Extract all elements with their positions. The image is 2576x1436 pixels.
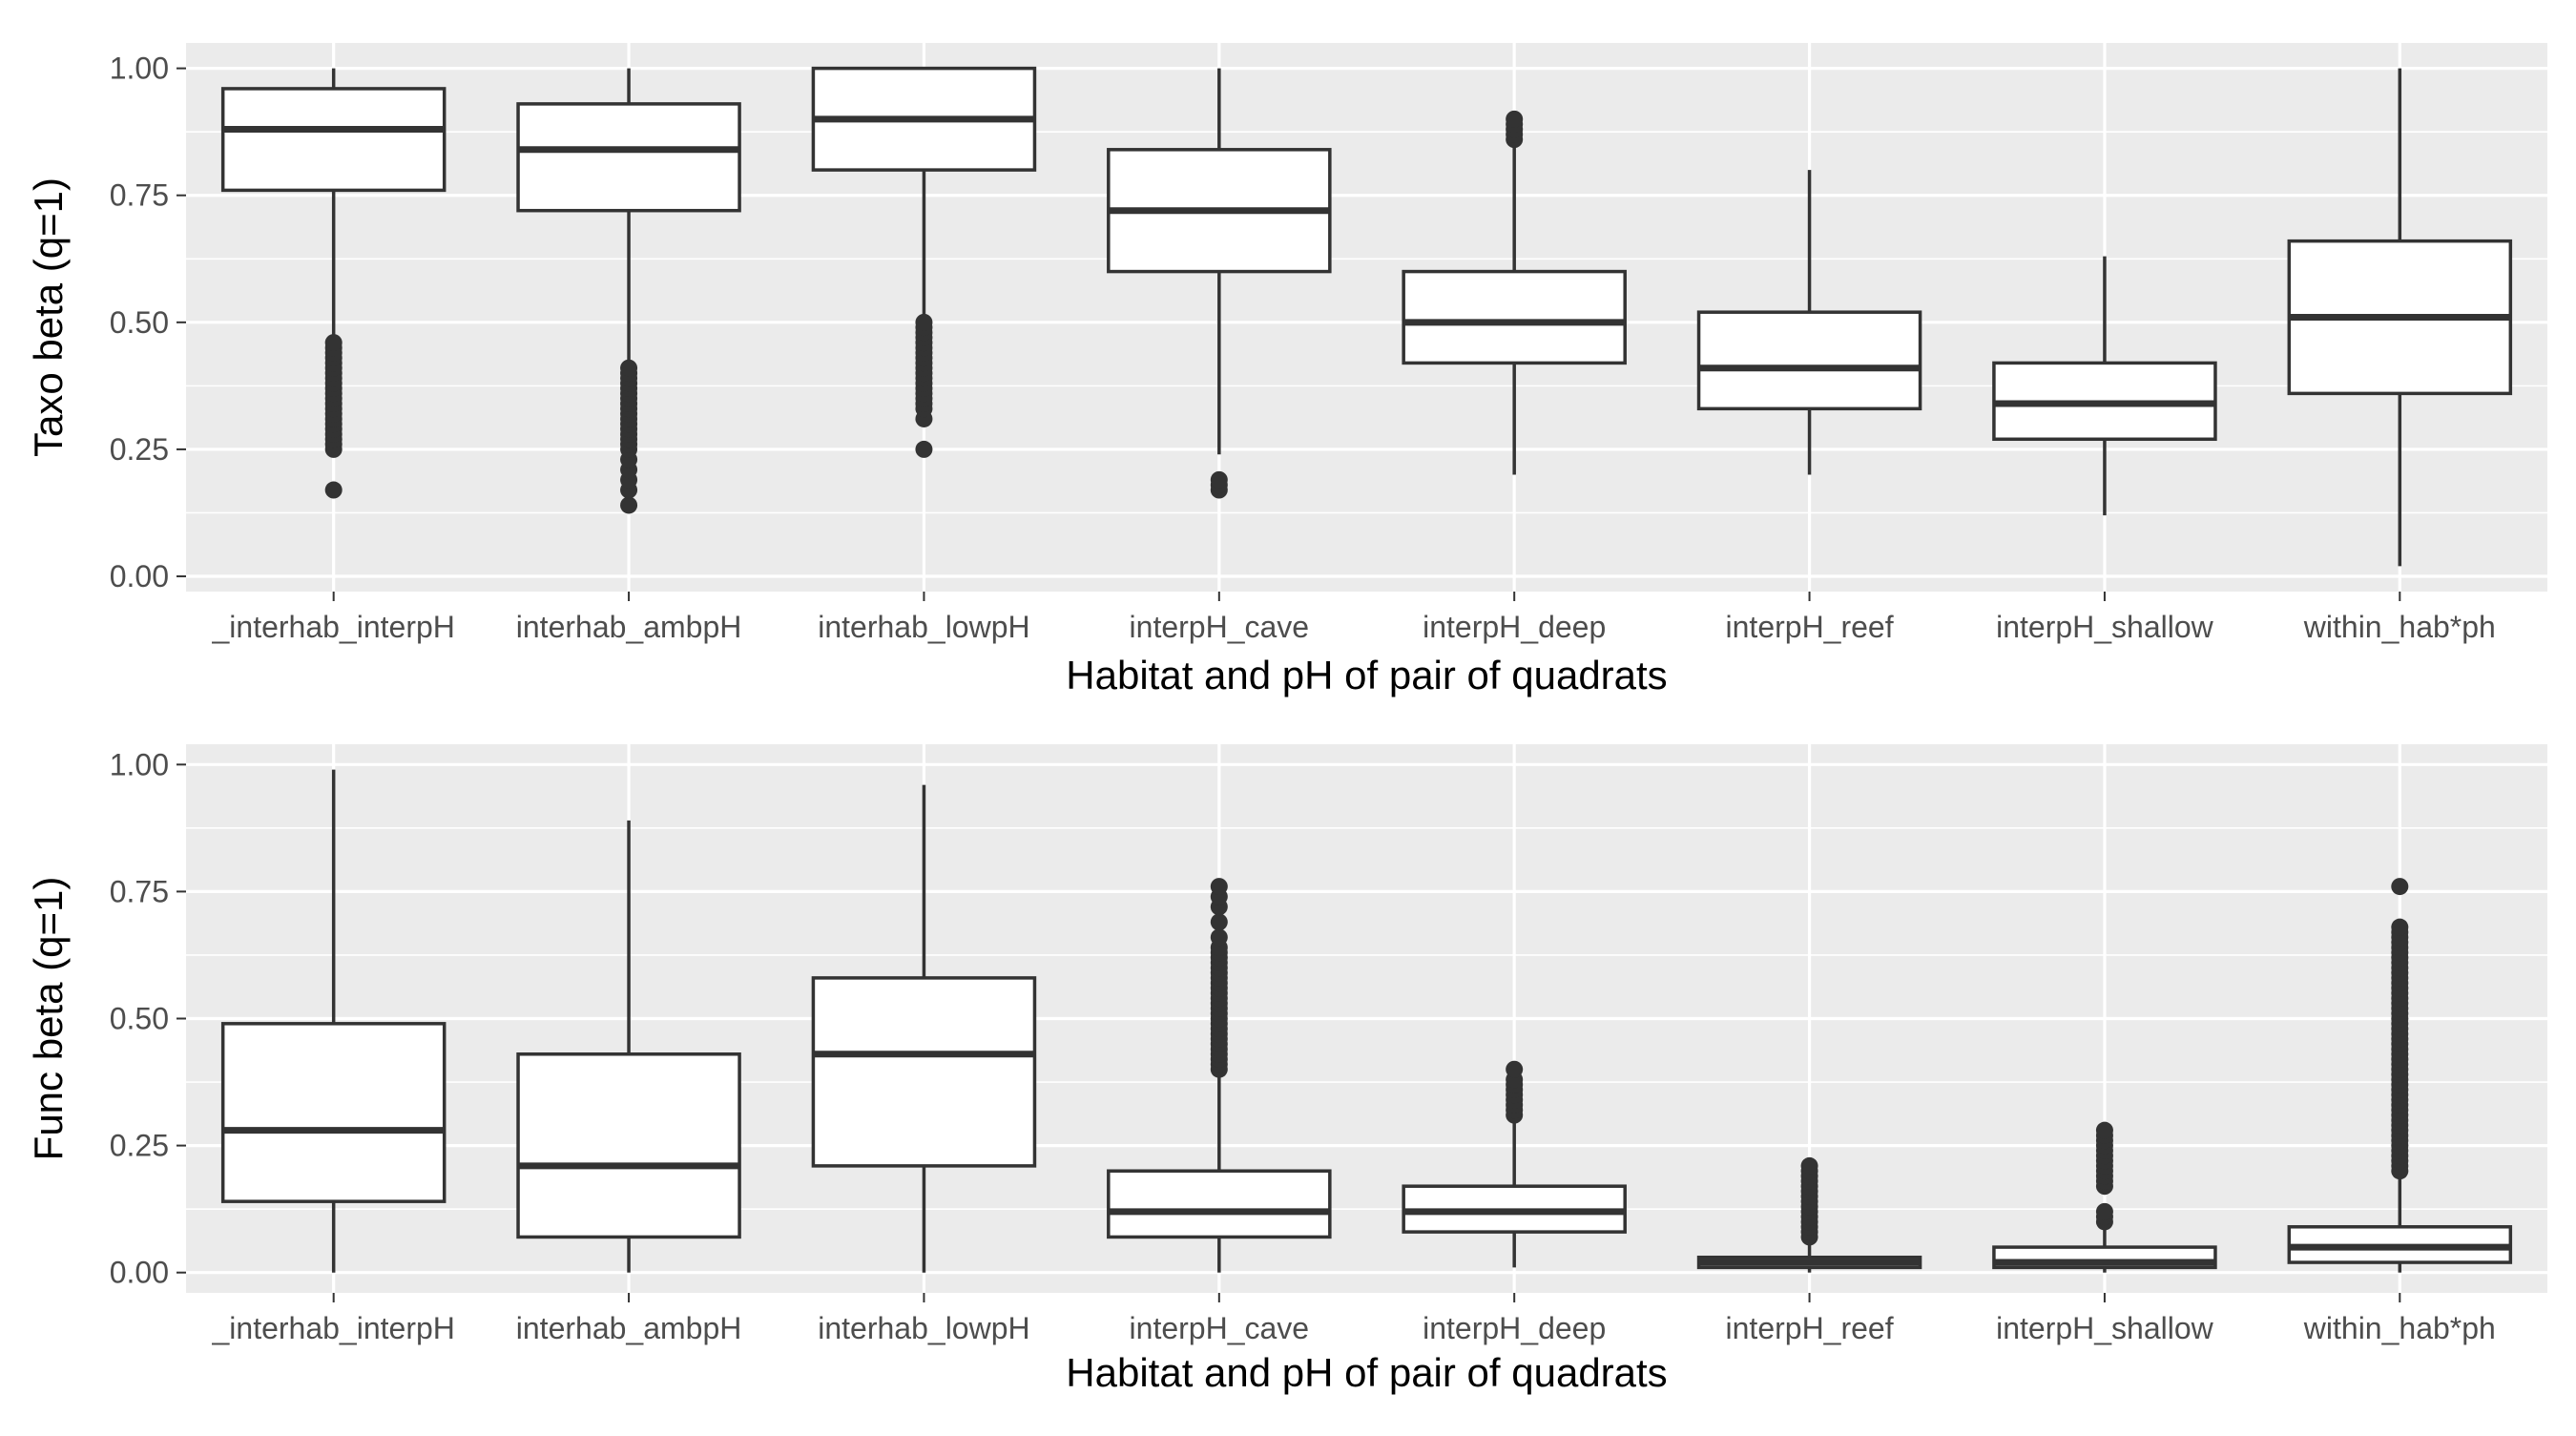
outlier-point: [2391, 918, 2409, 936]
outlier-point: [2391, 878, 2409, 896]
x-tick-label: interhab_lowpH: [818, 1311, 1029, 1345]
outlier-point: [1506, 110, 1524, 128]
y-tick-label: 0.75: [110, 874, 169, 908]
iqr-box: [220, 1022, 447, 1203]
x-tick-label: interhab_lowpH: [818, 610, 1029, 644]
y-tick-label: 0.00: [110, 559, 169, 593]
outlier-point: [2095, 1121, 2113, 1139]
panel-func-beta: 0.00 0.25 0.50 0.75 1.00 _interhab_interpH int…: [26, 744, 2547, 1395]
box-interph-deep: [1402, 110, 1627, 475]
x-tick-label: interhab_ambpH: [516, 610, 742, 644]
outlier-point: [1210, 913, 1228, 931]
outlier-point: [2095, 1202, 2113, 1220]
outlier-point: [1506, 1060, 1524, 1078]
y-tick-label: 0.75: [110, 178, 169, 213]
box-interhab-interph: [220, 769, 447, 1273]
x-tick-label: interpH_reef: [1726, 1311, 1894, 1345]
iqr-box: [516, 102, 741, 213]
panel-taxo-beta: 0.00 0.25 0.50 0.75 1.00 _interhab_interpH int…: [26, 43, 2547, 697]
box-interhab-lowph: [811, 66, 1037, 458]
box-interph-cave: [1107, 878, 1332, 1273]
y-axis-title: Func beta (q=1): [26, 877, 71, 1161]
x-tick-label: within_hab*ph: [2303, 1311, 2496, 1345]
y-axis-title: Taxo beta (q=1): [26, 177, 71, 457]
y-tick-label: 0.25: [110, 1129, 169, 1163]
x-tick-label: interpH_cave: [1130, 1311, 1310, 1345]
box-within-hab-ph: [2287, 878, 2513, 1273]
iqr-box: [1402, 269, 1627, 365]
x-axis-title: Habitat and pH of pair of quadrats: [1066, 653, 1667, 697]
box-interph-reef: [1696, 1156, 1922, 1273]
x-tick-label: within_hab*ph: [2303, 610, 2496, 644]
y-tick-label: 0.50: [110, 305, 169, 340]
y-tick-label: 0.25: [110, 432, 169, 467]
x-tick-label: interpH_shallow: [1996, 1311, 2214, 1345]
outlier-point: [1210, 470, 1228, 489]
x-tick-label: interpH_deep: [1423, 610, 1606, 644]
outlier-point: [915, 313, 933, 331]
iqr-box: [1107, 1169, 1332, 1239]
y-tick-label: 1.00: [110, 52, 169, 86]
outlier-point: [1210, 878, 1228, 896]
outlier-point: [620, 359, 638, 377]
x-tick-label: interpH_shallow: [1996, 610, 2214, 644]
iqr-box: [516, 1052, 741, 1239]
box-interph-shallow: [1992, 256, 2217, 516]
y-tick-label: 0.00: [110, 1256, 169, 1290]
box-interph-shallow: [1992, 1121, 2217, 1273]
x-axis-title: Habitat and pH of pair of quadrats: [1066, 1350, 1667, 1395]
y-tick-label: 0.50: [110, 1002, 169, 1036]
box-interhab-ambph: [516, 68, 741, 514]
outlier-point: [1210, 928, 1228, 947]
outlier-point: [324, 481, 343, 499]
x-tick-label: interpH_reef: [1726, 610, 1894, 644]
outlier-point: [915, 440, 933, 458]
x-tick-label: _interhab_interpH: [211, 610, 454, 644]
box-interph-reef: [1696, 170, 1922, 475]
box-interhab-interph: [220, 68, 447, 499]
box-interhab-ambph: [516, 820, 741, 1273]
box-within-hab-ph: [2287, 68, 2513, 567]
outlier-point: [324, 334, 343, 352]
x-tick-label: interhab_ambpH: [516, 1311, 742, 1345]
x-tick-label: _interhab_interpH: [211, 1311, 454, 1345]
outlier-point: [1800, 1156, 1818, 1175]
x-tick-label: interpH_cave: [1130, 610, 1310, 644]
box-interph-cave: [1107, 68, 1332, 499]
iqr-box: [220, 87, 447, 193]
outlier-point: [620, 496, 638, 514]
y-tick-label: 1.00: [110, 747, 169, 781]
x-tick-label: interpH_deep: [1423, 1311, 1606, 1345]
box-interhab-lowph: [811, 784, 1037, 1273]
box-interph-deep: [1402, 1060, 1627, 1268]
iqr-box: [811, 976, 1037, 1168]
iqr-box: [1696, 310, 1922, 411]
